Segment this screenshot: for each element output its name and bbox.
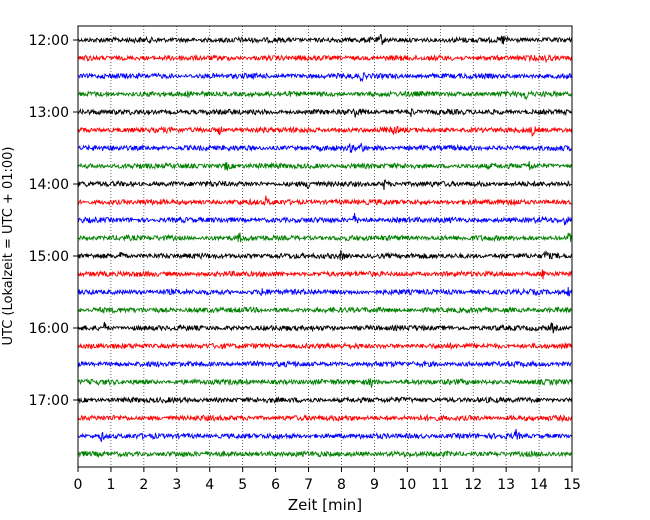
trace-row [77,33,573,45]
x-tick-label: 11 [431,477,449,493]
trace-row [77,160,573,171]
trace-row [78,232,573,243]
trace-row [77,269,573,280]
trace-row [77,195,572,207]
seismic-trace [77,321,573,334]
trace-row [77,89,573,101]
seismic-trace [77,306,573,315]
y-axis-label: UTC (Lokalzeit = UTC + 01:00) [1,147,16,346]
seismic-trace [78,232,573,243]
trace-row [77,286,573,297]
x-tick-label: 5 [238,477,247,493]
seismic-trace [77,377,573,388]
trace-row [77,143,573,153]
trace-row [77,413,573,423]
trace-row [77,212,573,226]
trace-row [77,71,573,83]
seismic-trace [77,359,572,369]
x-tick-label: 7 [304,477,313,493]
x-tick-label: 4 [205,477,214,493]
x-tick-label: 0 [74,477,83,493]
x-tick-label: 15 [563,477,581,493]
x-axis-ticks: 0 1 2 3 4 5 6 7 8 9 10 11 12 13 14 15 [74,467,581,493]
seismic-trace [77,179,573,191]
x-tick-label: 12 [464,477,482,493]
y-tick-label: 12:00 [29,33,69,49]
seismic-trace [77,286,573,297]
y-tick-label: 17:00 [29,393,69,409]
x-tick-label: 1 [106,477,115,493]
x-tick-label: 14 [530,477,548,493]
y-tick-label: 14:00 [29,177,69,193]
trace-row [77,321,573,334]
seismic-trace [77,89,573,101]
seismic-trace [77,428,573,442]
x-tick-label: 6 [271,477,280,493]
trace-row [77,249,573,261]
seismic-trace [77,143,573,153]
trace-row [77,125,573,137]
x-tick-label: 10 [398,477,416,493]
seismic-trace [77,107,573,118]
seismic-trace [77,195,572,207]
y-tick-label: 16:00 [29,321,69,337]
trace-row [77,377,573,388]
trace-row [77,395,573,405]
seismic-trace [77,125,573,137]
seismic-trace [77,413,573,423]
plot-frame [77,25,573,468]
y-tick-label: 13:00 [29,105,69,121]
seismic-trace [77,160,573,171]
seismic-trace [77,269,573,280]
trace-row [77,179,573,191]
trace-row [77,107,573,118]
trace-row [77,53,573,63]
x-tick-label: 3 [172,477,181,493]
plot-background [78,26,572,467]
trace-row [77,359,572,369]
x-tick-label: 9 [370,477,379,493]
y-tick-label: 15:00 [29,249,69,265]
x-tick-label: 13 [497,477,515,493]
seismic-trace [77,53,573,63]
seismic-trace [77,450,572,459]
x-tick-label: 8 [337,477,346,493]
seismic-trace [77,212,573,226]
seismic-trace [77,33,573,45]
trace-row [77,341,573,351]
trace-row [77,306,573,315]
trace-row [77,450,572,459]
seismic-trace [77,249,573,261]
seismic-trace [77,71,573,83]
x-axis-label: Zeit [min] [288,496,362,514]
trace-layer [77,33,573,459]
seismic-trace [77,395,573,405]
trace-row [77,428,573,442]
y-axis-ticks: 12:00 13:00 14:00 15:00 16:00 17:00 [29,33,78,409]
seismic-trace [77,341,573,351]
x-tick-label: 2 [139,477,148,493]
